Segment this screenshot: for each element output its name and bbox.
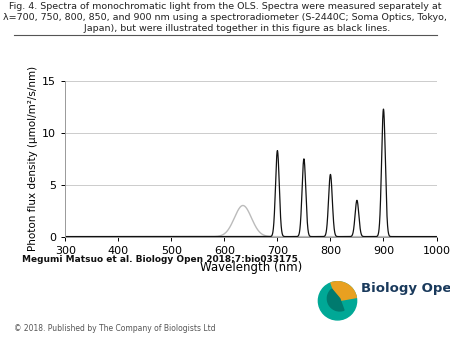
Y-axis label: Photon flux density (μmol/m²/s/nm): Photon flux density (μmol/m²/s/nm)	[28, 66, 38, 251]
Text: Japan), but were illustrated together in this figure as black lines.: Japan), but were illustrated together in…	[60, 24, 390, 33]
X-axis label: Wavelength (nm): Wavelength (nm)	[200, 261, 302, 274]
Circle shape	[319, 282, 356, 320]
Text: Megumi Matsuo et al. Biology Open 2018;7:bio033175: Megumi Matsuo et al. Biology Open 2018;7…	[22, 255, 298, 264]
Text: Biology Open: Biology Open	[361, 283, 450, 295]
Wedge shape	[328, 289, 344, 311]
Text: © 2018. Published by The Company of Biologists Ltd: © 2018. Published by The Company of Biol…	[14, 324, 215, 334]
Wedge shape	[331, 282, 356, 301]
Text: Fig. 4. Spectra of monochromatic light from the OLS. Spectra were measured separ: Fig. 4. Spectra of monochromatic light f…	[9, 2, 441, 11]
Text: λ=700, 750, 800, 850, and 900 nm using a spectroradiometer (S-2440C; Soma Optics: λ=700, 750, 800, 850, and 900 nm using a…	[3, 13, 447, 22]
